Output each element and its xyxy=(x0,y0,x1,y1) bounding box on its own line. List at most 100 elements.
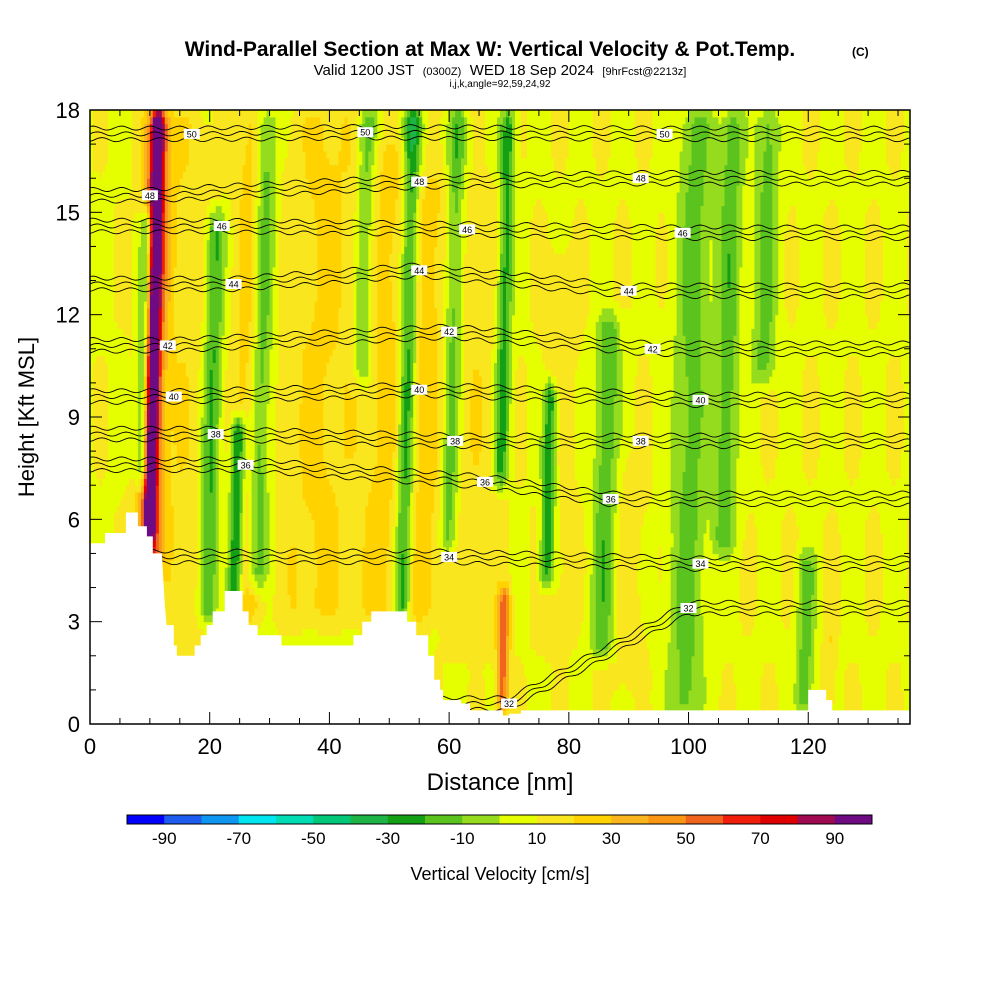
velocity-cell xyxy=(146,403,151,432)
colorbar-tick-label: 50 xyxy=(676,829,695,848)
velocity-cell xyxy=(751,110,755,329)
velocity-cell xyxy=(757,382,761,724)
velocity-cell xyxy=(476,464,480,724)
velocity-cell xyxy=(736,457,740,724)
y-tick-label: 0 xyxy=(68,712,80,737)
velocity-cell xyxy=(541,594,546,657)
velocity-cell xyxy=(520,157,525,357)
velocity-cell xyxy=(143,437,148,473)
velocity-cell xyxy=(550,246,555,377)
velocity-cell xyxy=(494,649,498,718)
y-tick-label: 15 xyxy=(56,200,80,225)
velocity-cell xyxy=(443,178,447,261)
velocity-cell xyxy=(443,110,447,179)
velocity-cell xyxy=(787,628,791,724)
colorbar-tick-label: -70 xyxy=(227,829,252,848)
theta-contour-line xyxy=(90,229,910,242)
velocity-cell xyxy=(218,198,223,207)
velocity-cell xyxy=(431,110,435,179)
velocity-cell xyxy=(838,110,842,227)
velocity-cell xyxy=(859,150,863,377)
velocity-cell xyxy=(413,144,417,172)
velocity-cell xyxy=(562,110,567,172)
velocity-cell xyxy=(832,110,836,200)
velocity-cell xyxy=(431,178,435,514)
velocity-cell xyxy=(628,110,633,220)
velocity-cell xyxy=(832,328,836,507)
velocity-cell xyxy=(102,110,106,172)
velocity-cell xyxy=(583,328,588,548)
velocity-cell xyxy=(371,110,375,118)
theta-contour-line xyxy=(90,431,910,444)
velocity-cell xyxy=(230,226,235,268)
velocity-cell xyxy=(362,137,366,377)
velocity-cell xyxy=(865,314,869,520)
colorbar-frame xyxy=(126,814,873,825)
velocity-cell xyxy=(640,621,645,724)
velocity-cell xyxy=(224,369,229,452)
theta-contour-line xyxy=(90,468,910,508)
velocity-cell xyxy=(434,178,438,247)
velocity-cell xyxy=(712,553,717,724)
velocity-cell xyxy=(365,116,369,172)
velocity-cell xyxy=(461,198,465,445)
velocity-cell xyxy=(607,649,612,664)
velocity-cell xyxy=(706,519,711,724)
velocity-cell xyxy=(518,355,522,486)
velocity-cell xyxy=(167,110,172,118)
theta-label: 42 xyxy=(444,327,454,337)
velocity-cell xyxy=(323,464,327,616)
velocity-cell xyxy=(221,110,226,193)
velocity-cell xyxy=(748,635,752,724)
velocity-cell xyxy=(167,580,172,664)
velocity-cell xyxy=(766,123,770,363)
velocity-cell xyxy=(802,369,806,473)
velocity-cell xyxy=(754,123,758,384)
velocity-cell xyxy=(682,123,687,227)
theta-contour-line xyxy=(90,381,910,397)
velocity-cell xyxy=(832,198,836,329)
theta-label-bg xyxy=(411,265,428,276)
velocity-cell xyxy=(718,546,723,561)
velocity-cell xyxy=(532,649,537,724)
velocity-cell xyxy=(320,110,324,125)
velocity-cell xyxy=(173,110,178,118)
velocity-cell xyxy=(553,110,558,172)
velocity-cell xyxy=(212,348,217,363)
velocity-cell xyxy=(503,710,507,718)
theta-contour-line xyxy=(90,335,910,358)
velocity-cell xyxy=(616,560,621,636)
velocity-cell xyxy=(503,451,507,479)
velocity-cell xyxy=(829,635,833,643)
velocity-cell xyxy=(616,301,621,323)
velocity-cell xyxy=(305,110,310,118)
velocity-cell xyxy=(793,205,797,323)
velocity-cell xyxy=(646,110,651,172)
velocity-cell xyxy=(853,178,857,357)
velocity-cell xyxy=(865,621,869,724)
velocity-cell xyxy=(422,614,426,636)
velocity-cell xyxy=(314,553,319,589)
velocity-cell xyxy=(158,110,163,118)
velocity-cell xyxy=(793,553,797,684)
velocity-cell xyxy=(604,307,609,322)
velocity-cell xyxy=(565,676,570,724)
velocity-cell xyxy=(691,110,696,125)
velocity-cell xyxy=(236,417,241,425)
velocity-cell xyxy=(529,505,534,650)
velocity-cell xyxy=(775,396,779,459)
velocity-cell xyxy=(143,342,148,377)
colorbar-swatch xyxy=(350,815,389,824)
velocity-cell xyxy=(311,110,316,118)
colorbar: -90 -70 -50 -30 -10 10 30 50 70 90 xyxy=(126,814,873,848)
velocity-cell xyxy=(757,116,761,343)
velocity-cell xyxy=(709,301,714,541)
velocity-cell xyxy=(404,246,408,384)
theta-contour-line xyxy=(90,393,910,409)
velocity-cell xyxy=(730,110,734,118)
velocity-cell xyxy=(721,560,726,671)
velocity-cell xyxy=(775,683,779,724)
velocity-cell xyxy=(215,205,220,220)
velocity-cell xyxy=(829,198,833,329)
velocity-cell xyxy=(254,198,259,350)
